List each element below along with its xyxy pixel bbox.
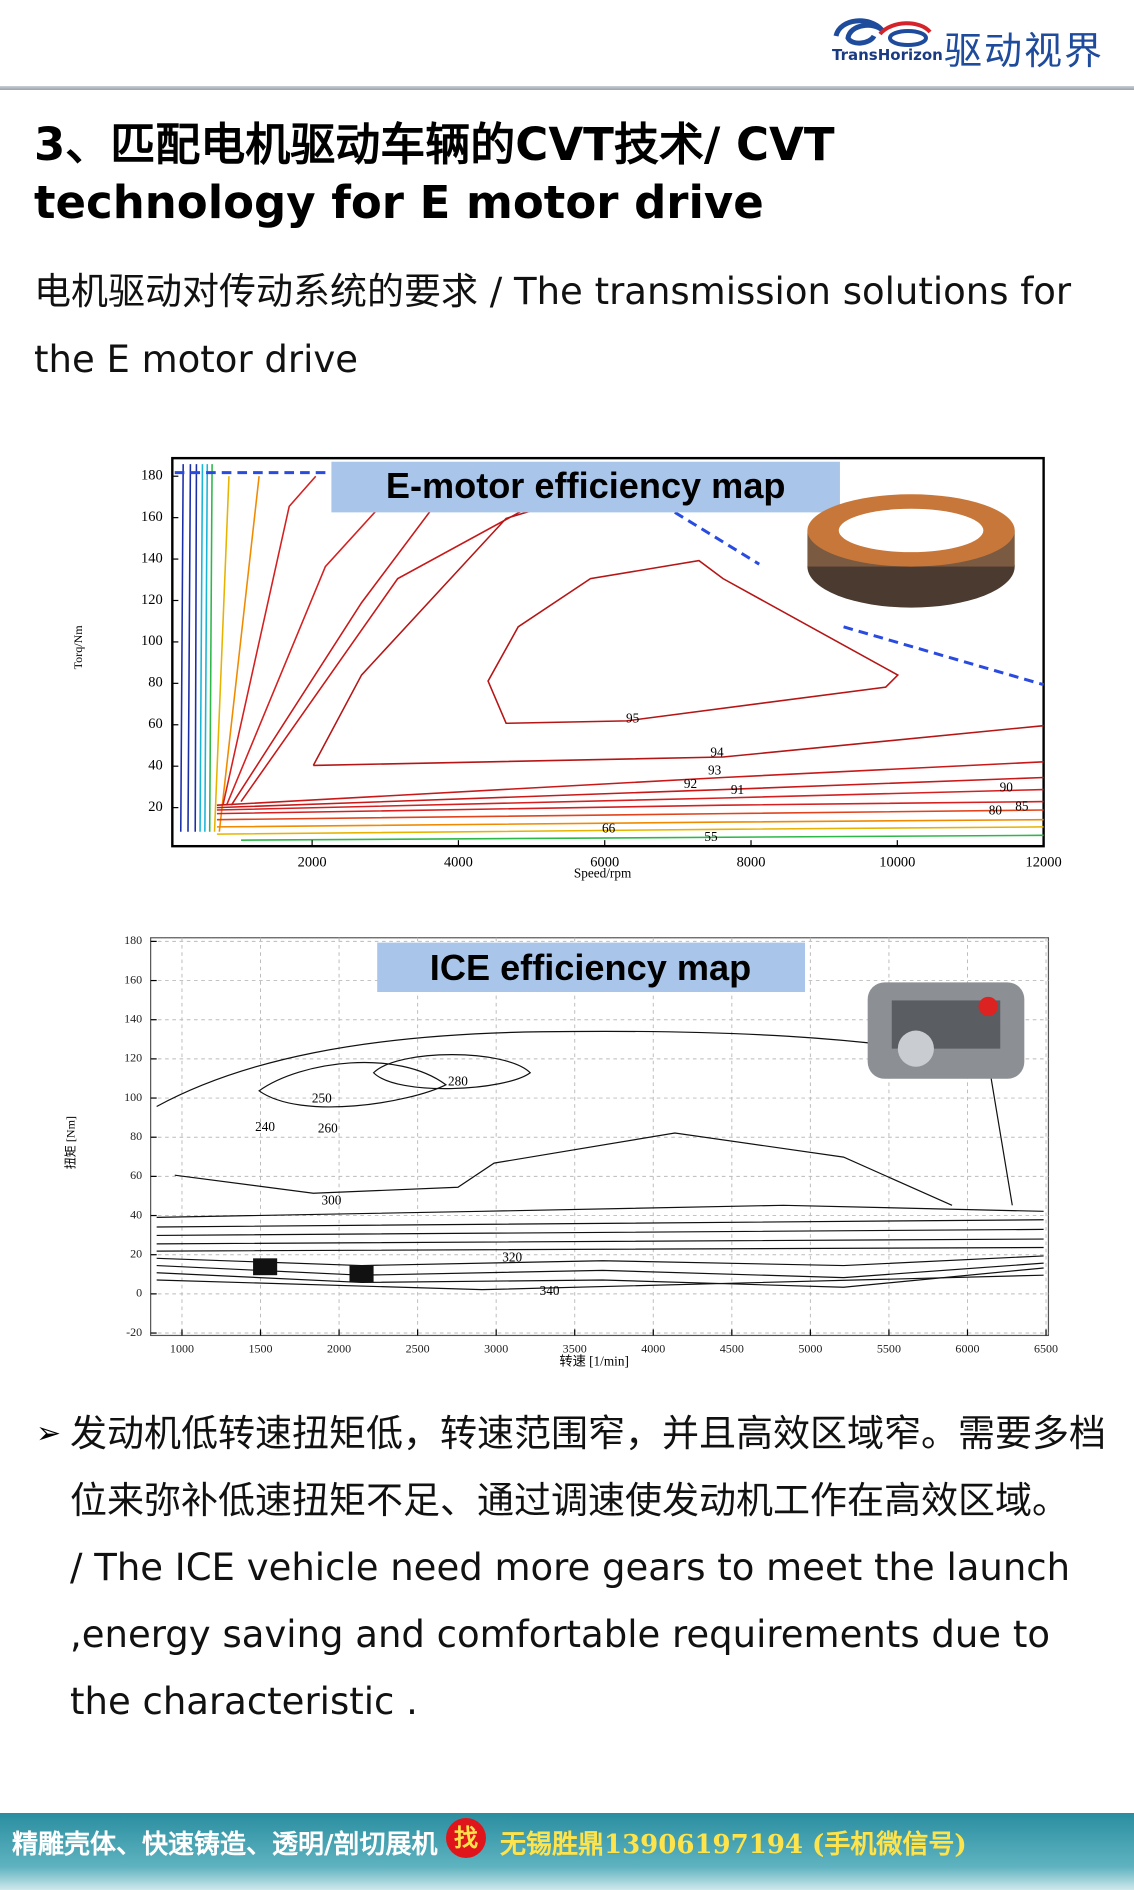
brand: 驱动视界 xyxy=(944,29,1105,73)
contour-label: 94 xyxy=(710,744,724,759)
y-tick-label: 100 xyxy=(141,633,163,649)
stator-photo xyxy=(807,494,1015,608)
x-tick-label: 2500 xyxy=(406,1342,430,1356)
x-axis-label: Speed/rpm xyxy=(574,866,632,881)
y-tick-label: 140 xyxy=(124,1011,142,1025)
x-tick-label: 5500 xyxy=(877,1342,901,1356)
x-tick-label: 8000 xyxy=(737,854,766,870)
x-tick-label: 4000 xyxy=(444,854,473,870)
y-tick-label: 40 xyxy=(148,758,162,774)
y-tick-label: -20 xyxy=(126,1325,142,1339)
x-tick-label: 3000 xyxy=(484,1342,508,1356)
contour-label: 91 xyxy=(731,782,744,797)
contour-label: 240 xyxy=(255,1119,275,1134)
contour-label: 90 xyxy=(1000,779,1014,794)
contour-label: 300 xyxy=(321,1193,341,1208)
bullet-en: / The ICE vehicle need more gears to mee… xyxy=(70,1546,1071,1723)
x-tick-label: 2000 xyxy=(298,854,327,870)
contour-label: 55 xyxy=(704,829,718,844)
title: 3、匹配电机驱动车辆的CVT技术/ CVT technology for E m… xyxy=(34,118,835,229)
contour-label: 92 xyxy=(684,776,697,791)
y-tick-label: 60 xyxy=(148,716,162,732)
contour-label: 80 xyxy=(989,802,1003,817)
x-tick-label: 12000 xyxy=(1026,854,1062,870)
x-tick-label: 1000 xyxy=(170,1342,194,1356)
x-tick-label: 5000 xyxy=(798,1342,822,1356)
footer-right: 无锡胜鼎13906197194 (手机微信号) xyxy=(500,1830,967,1860)
contour-label: 95 xyxy=(626,711,640,726)
y-tick-label: 180 xyxy=(124,933,142,947)
y-tick-label: 60 xyxy=(130,1168,142,1182)
logo-text: TransHorizon xyxy=(832,46,943,64)
x-tick-label: 6000 xyxy=(590,854,619,870)
x-tick-label: 10000 xyxy=(879,854,915,870)
ice-label-box xyxy=(377,942,806,992)
y-tick-label: 20 xyxy=(130,1246,142,1260)
y-axis-label: 扭矩 [Nm] xyxy=(64,1116,78,1169)
y-tick-label: 100 xyxy=(124,1090,142,1104)
footer-badge: 找 xyxy=(446,1818,486,1858)
engine-photo xyxy=(867,982,1025,1079)
ice-contours xyxy=(156,1030,1044,1291)
x-tick-label: 4500 xyxy=(720,1342,744,1356)
x-tick-label: 6500 xyxy=(1034,1342,1058,1356)
x-tick-label: 1500 xyxy=(248,1342,272,1356)
figure-label: E-motor efficiency map xyxy=(386,465,786,506)
contour-label: 250 xyxy=(312,1090,332,1105)
footer-bar xyxy=(0,1813,1134,1890)
y-tick-label: 180 xyxy=(141,468,163,484)
figure-label: ICE efficiency map xyxy=(430,947,751,988)
bullet-zh: 发动机低转速扭矩低，转速范围窄，并且高效区域窄。需要多档位来弥补低速扭矩不足、通… xyxy=(70,1412,1106,1522)
y-tick-label: 80 xyxy=(148,675,162,691)
contour-label: 260 xyxy=(318,1120,338,1135)
header-rule xyxy=(0,86,1134,90)
contour-label: 93 xyxy=(708,763,722,778)
bullet-text: 发动机低转速扭矩低，转速范围窄，并且高效区域窄。需要多档位来弥补低速扭矩不足、通… xyxy=(70,1400,1110,1735)
logo-icon xyxy=(833,18,932,47)
x-tick-label: 3500 xyxy=(563,1342,587,1356)
y-tick-label: 160 xyxy=(141,509,163,525)
y-tick-label: 0 xyxy=(136,1286,142,1300)
x-tick-label: 6000 xyxy=(955,1342,979,1356)
y-tick-label: 80 xyxy=(130,1129,142,1143)
y-tick-label: 160 xyxy=(124,972,142,986)
footer-left: 精雕壳体、快速铸造、透明/剖切展机 xyxy=(12,1830,438,1860)
x-axis-label: 转速 [1/min] xyxy=(559,1354,629,1369)
y-tick-label: 120 xyxy=(124,1051,142,1065)
y-tick-label: 20 xyxy=(148,799,162,815)
contour-label: 66 xyxy=(602,820,616,835)
contour-label: 320 xyxy=(502,1249,522,1264)
subtitle: 电机驱动对传动系统的要求 / The transmission solution… xyxy=(34,270,1072,381)
x-tick-label: 2000 xyxy=(327,1342,351,1356)
y-tick-label: 120 xyxy=(141,592,163,608)
emotor-contours xyxy=(174,464,1045,841)
contour-label: 280 xyxy=(448,1073,468,1088)
y-tick-label: 40 xyxy=(130,1207,142,1221)
bullet-marker: ➢ xyxy=(36,1416,62,1451)
contour-label: 340 xyxy=(540,1283,560,1298)
x-tick-label: 4000 xyxy=(641,1342,665,1356)
contour-label: 85 xyxy=(1015,799,1029,814)
y-axis-label: Torq/Nm xyxy=(71,625,85,670)
y-tick-label: 140 xyxy=(141,550,163,566)
emotor-label-box xyxy=(331,461,840,513)
